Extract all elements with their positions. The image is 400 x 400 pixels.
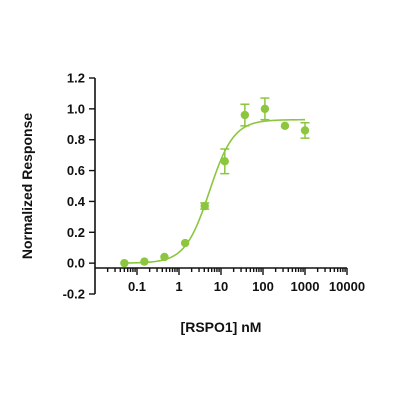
data-point: [200, 201, 209, 211]
y-tick-label: 1.2: [67, 71, 85, 86]
y-axis-title: Normalized Response: [19, 113, 35, 259]
x-tick-label: 1: [175, 279, 182, 294]
x-tick-label: 10000: [329, 279, 365, 294]
data-point: [220, 157, 229, 166]
data-point: [240, 110, 250, 120]
y-tick-label: -0.2: [63, 287, 85, 302]
y-axis: -0.2 0.0 0.2 0.4 0.6 0.8 1.0 1.2: [63, 71, 96, 302]
x-tick-label: 1000: [291, 279, 320, 294]
data-point: [260, 104, 270, 114]
data-point: [300, 126, 310, 135]
data-point: [140, 257, 149, 266]
data-point: [120, 258, 129, 268]
y-tick-label: 0.0: [67, 256, 85, 271]
y-tick-label: 0.2: [67, 225, 85, 240]
x-tick-label: 0.1: [128, 279, 146, 294]
y-tick-label: 0.4: [67, 194, 86, 209]
data-points-layer: [120, 97, 310, 268]
data-point: [280, 121, 290, 131]
y-tick-label: 0.8: [67, 132, 85, 147]
y-tick-label: 1.0: [67, 101, 85, 116]
x-axis: 0.1 1 10 100 1000 10000: [95, 267, 365, 294]
data-point: [160, 252, 169, 262]
x-tick-label: 100: [252, 279, 274, 294]
x-axis-title: [RSPO1] nM: [181, 319, 262, 335]
y-tick-label: 0.6: [67, 163, 85, 178]
fit-curve-layer: [124, 118, 306, 264]
fit-curve: [124, 118, 306, 264]
x-tick-label: 10: [214, 279, 228, 294]
data-point: [180, 238, 190, 248]
